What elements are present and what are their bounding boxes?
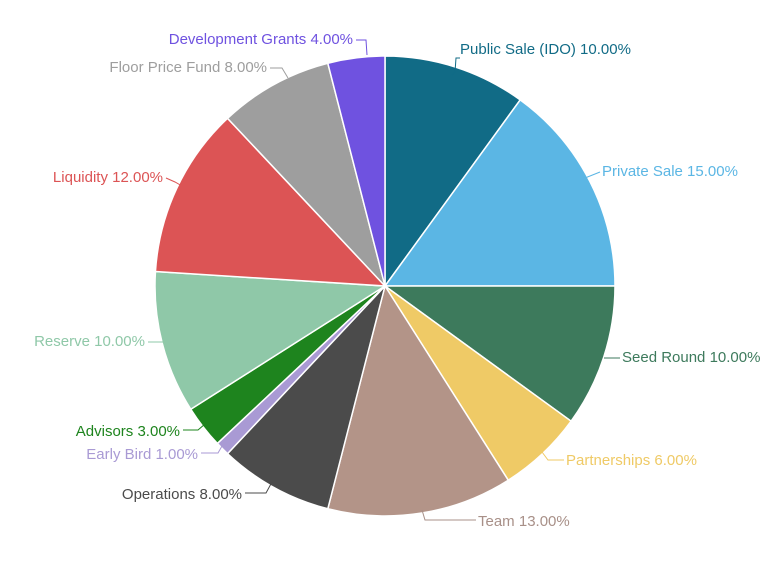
leader-line-partnerships [541, 451, 564, 461]
label-reserve: Reserve 10.00% [34, 333, 145, 350]
slice-development-grants [326, 55, 386, 287]
slice-seed-round [382, 285, 616, 423]
slice-reserve [154, 270, 388, 411]
slice-liquidity [154, 117, 387, 287]
label-team: Team 13.00% [478, 513, 570, 530]
slice-operations [226, 285, 386, 510]
label-public-sale-ido: Public Sale (IDO) 10.00% [460, 41, 631, 58]
leader-line-team [421, 509, 476, 521]
label-early-bird: Early Bird 1.00% [86, 446, 198, 463]
pie-slices [154, 55, 616, 517]
label-leader-lines [148, 39, 620, 521]
label-seed-round: Seed Round 10.00% [622, 349, 760, 366]
leader-line-private-sale [584, 171, 601, 179]
label-floor-price-fund: Floor Price Fund 8.00% [109, 59, 267, 76]
slice-team [326, 284, 510, 517]
slice-labels: Public Sale (IDO) 10.00% Private Sale 15.… [34, 31, 760, 530]
label-private-sale: Private Sale 15.00% [602, 163, 738, 180]
slice-private-sale [383, 98, 616, 287]
label-advisors: Advisors 3.00% [76, 423, 180, 440]
label-liquidity: Liquidity 12.00% [53, 169, 163, 186]
label-development-grants: Development Grants 4.00% [169, 31, 353, 48]
leader-line-public-sale-ido [451, 57, 460, 76]
slice-floor-price-fund [226, 62, 386, 287]
slice-public-sale-ido [384, 55, 522, 289]
label-operations: Operations 8.00% [122, 486, 242, 503]
leader-line-floor-price-fund [270, 67, 289, 79]
label-partnerships: Partnerships 6.00% [566, 452, 697, 469]
leader-line-development-grants [356, 39, 368, 56]
leader-line-early-bird [201, 445, 223, 454]
leader-line-liquidity [165, 177, 183, 187]
leader-line-operations [245, 481, 273, 494]
leader-line-advisors [183, 423, 206, 431]
